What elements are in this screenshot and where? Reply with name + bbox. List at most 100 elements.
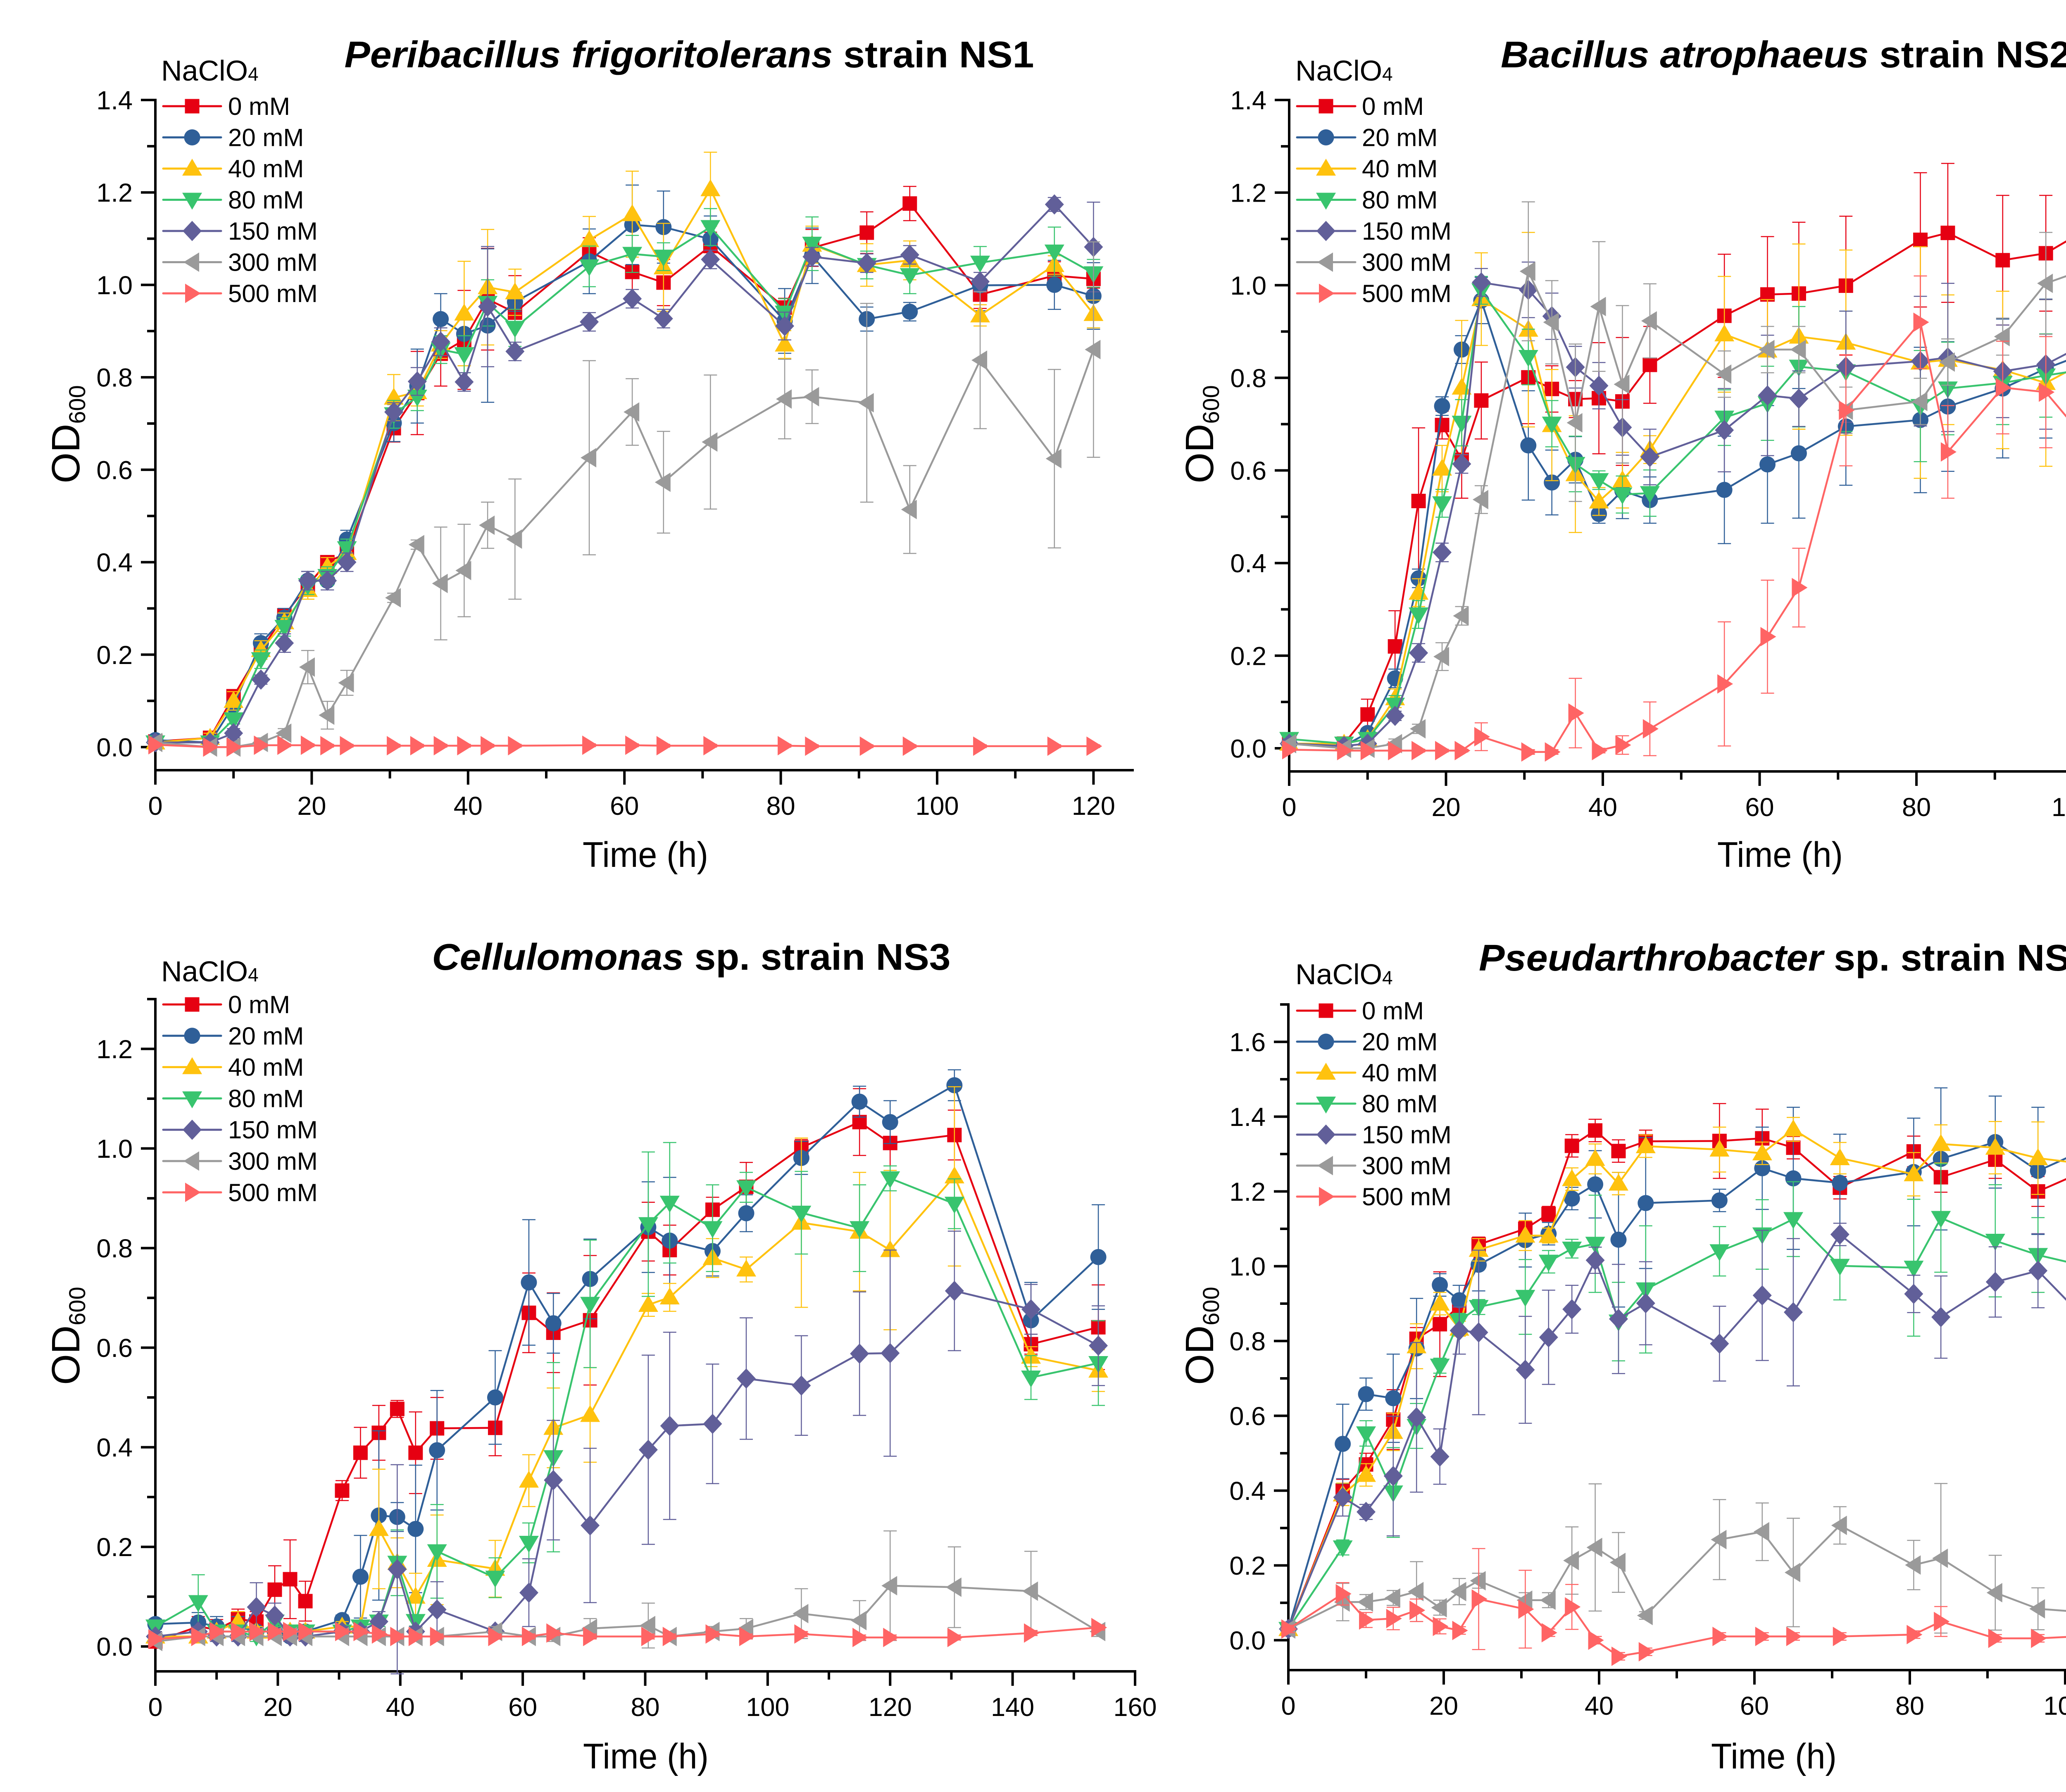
data-point xyxy=(481,736,497,756)
series-500mm xyxy=(1281,1548,2066,1666)
data-point xyxy=(479,515,495,535)
data-point xyxy=(1638,1195,1654,1211)
legend-label: 80 mM xyxy=(1362,1090,1438,1118)
legend-label: 150 mM xyxy=(1362,217,1452,245)
data-point xyxy=(1931,1211,1951,1228)
legend-marker-triangle-right-icon xyxy=(185,283,201,303)
x-tick-label: 100 xyxy=(915,792,959,821)
chart-title-organism: Pseudarthrobacter xyxy=(1479,938,1825,979)
data-point xyxy=(1045,194,1064,215)
data-point xyxy=(945,1280,964,1301)
y-tick-label: 1.0 xyxy=(96,271,133,300)
legend-marker-triangle-left-icon xyxy=(1317,252,1333,272)
data-point xyxy=(226,737,243,757)
legend-label: 300 mM xyxy=(1362,1152,1452,1180)
data-point xyxy=(1562,1169,1582,1186)
error-bars xyxy=(1283,232,2053,749)
data-point xyxy=(1541,1623,1557,1642)
data-point xyxy=(902,736,919,756)
data-point xyxy=(581,1515,600,1536)
data-point xyxy=(1986,1583,2002,1603)
legend-entry-500mm: 500 mM xyxy=(1296,280,1452,307)
data-point xyxy=(1711,1192,1728,1209)
data-point xyxy=(1451,1292,1468,1309)
x-axis-title: Time (h) xyxy=(1711,1737,1837,1776)
legend-marker-diamond-icon xyxy=(1316,1124,1335,1145)
data-point xyxy=(254,735,270,755)
data-point xyxy=(1614,374,1630,394)
data-point xyxy=(251,652,271,669)
y-tick-label: 1.0 xyxy=(96,1135,133,1164)
data-point xyxy=(455,561,471,581)
data-point xyxy=(1931,1307,1951,1328)
data-point xyxy=(1358,1386,1374,1402)
legend-entry-80mm: 80 mM xyxy=(162,186,304,214)
data-point xyxy=(1988,1628,2004,1648)
data-point xyxy=(1590,297,1606,317)
data-point xyxy=(580,1297,600,1314)
data-point xyxy=(902,303,918,320)
data-point xyxy=(1985,1272,2005,1292)
data-point xyxy=(1830,1148,1850,1165)
data-point xyxy=(1913,312,1929,332)
data-point xyxy=(1790,445,1807,462)
data-point xyxy=(851,1611,867,1630)
plot-area xyxy=(1279,163,2066,762)
data-point xyxy=(1472,490,1488,509)
legend-marker-circle-icon xyxy=(184,129,200,145)
data-point xyxy=(1911,392,1928,412)
data-point xyxy=(1453,606,1469,626)
data-point xyxy=(791,1206,812,1223)
data-point xyxy=(1430,1359,1450,1376)
data-point xyxy=(352,1568,369,1585)
data-point xyxy=(1753,1522,1769,1542)
legend-marker-diamond-icon xyxy=(1316,221,1335,241)
data-point xyxy=(249,1622,265,1642)
y-tick-label: 0.4 xyxy=(1230,549,1266,578)
data-point xyxy=(1562,1242,1582,1259)
data-point xyxy=(298,1594,313,1609)
x-tick-label: 100 xyxy=(2052,793,2066,822)
data-point xyxy=(736,1180,757,1197)
data-point xyxy=(1995,378,2011,397)
data-point xyxy=(1904,1261,1924,1278)
data-point xyxy=(660,1416,679,1436)
legend-entry-300mm: 300 mM xyxy=(162,249,318,276)
chart-title: Bacillus atrophaeus strain NS2 xyxy=(1501,34,2066,76)
data-point xyxy=(1638,1642,1654,1662)
legend-marker-square-icon xyxy=(1319,1003,1333,1018)
data-point xyxy=(188,1595,208,1612)
data-point xyxy=(639,1616,655,1635)
data-point xyxy=(224,723,243,744)
error-bars xyxy=(149,241,1100,750)
y-axis-title-main: OD xyxy=(44,1326,88,1385)
data-point xyxy=(388,1559,407,1580)
y-tick-label: 0.8 xyxy=(96,1234,133,1263)
y-tick-label: 0.8 xyxy=(1230,364,1266,393)
data-point xyxy=(583,1627,599,1647)
data-point xyxy=(1904,1284,1923,1304)
chart-panel-2: Bacillus atrophaeus strain NS2 0.0 0.2 0.4 0… xyxy=(1178,34,2066,875)
data-point xyxy=(1518,1599,1534,1619)
data-point xyxy=(900,245,919,265)
x-tick-label: 40 xyxy=(454,792,483,821)
data-points xyxy=(148,735,1102,757)
data-point xyxy=(1609,1309,1628,1329)
data-point xyxy=(881,1576,897,1596)
data-point xyxy=(431,331,450,352)
legend-label: 40 mM xyxy=(228,1054,304,1081)
data-point xyxy=(433,311,449,327)
data-point xyxy=(1383,1466,1403,1486)
data-point xyxy=(1940,442,1957,462)
data-point xyxy=(1471,1589,1488,1609)
legend-marker-triangle-down-icon xyxy=(182,193,202,210)
data-point xyxy=(857,253,876,274)
y-tick-label: 0.2 xyxy=(1229,1552,1266,1580)
data-point xyxy=(487,1389,503,1406)
data-point xyxy=(1940,226,1955,240)
y-tick-label: 1.2 xyxy=(96,178,133,207)
data-point xyxy=(478,296,497,317)
data-point xyxy=(662,1627,678,1647)
data-point xyxy=(1636,1293,1655,1314)
